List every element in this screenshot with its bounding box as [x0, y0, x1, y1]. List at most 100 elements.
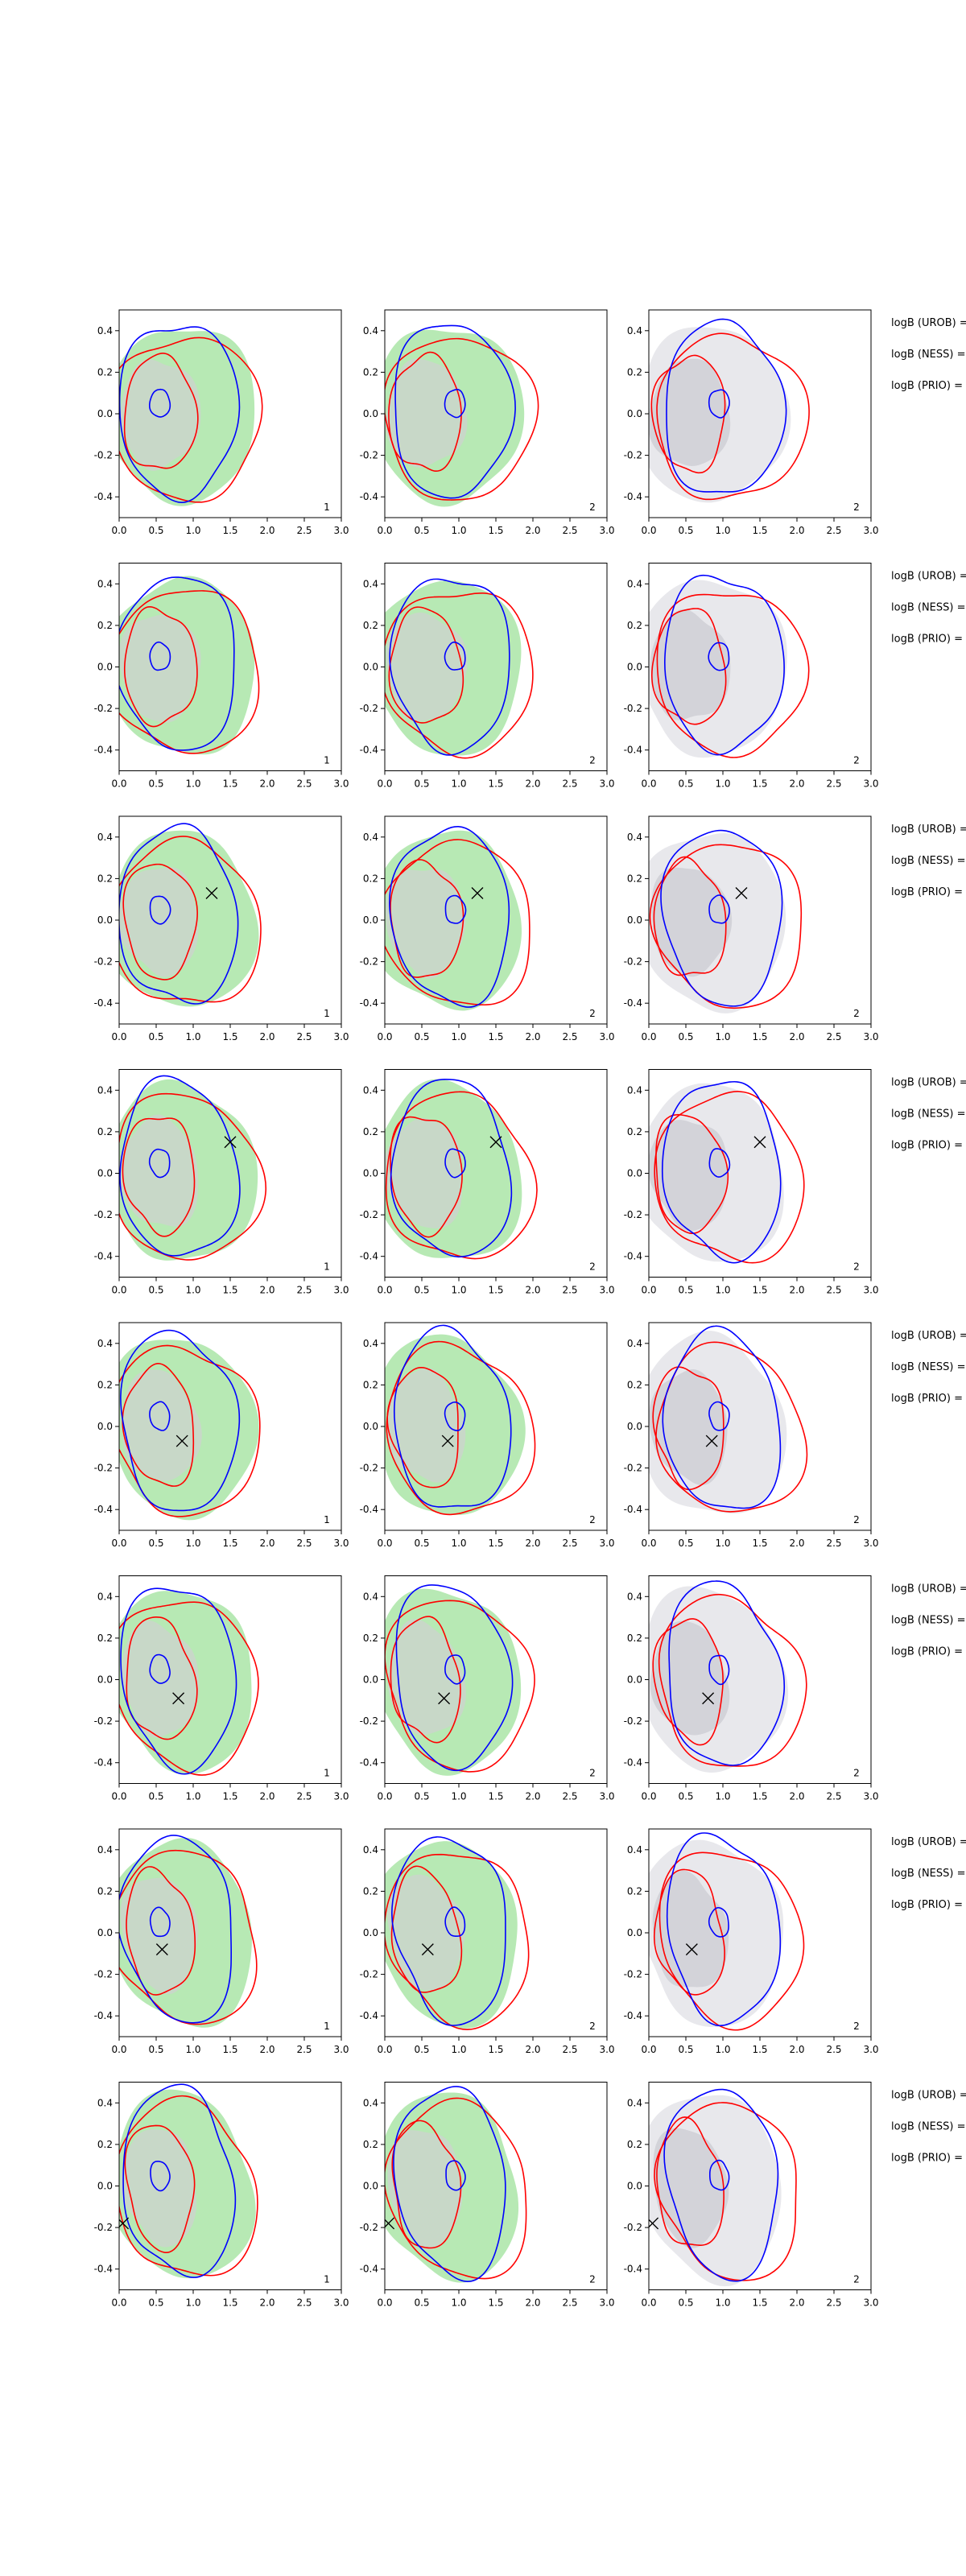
y-tick-label: 0.2	[627, 1633, 642, 1644]
x-tick-label: 3.0	[863, 2297, 878, 2309]
x-tick-label: 2.0	[525, 1791, 540, 1802]
cross-marker	[705, 1435, 718, 1447]
contour-red-outer	[654, 2102, 797, 2281]
panel-tag: 2	[853, 1261, 860, 1273]
x-tick-label: 1.0	[451, 525, 466, 536]
logb-label: logB (UROB) =	[891, 1583, 966, 1596]
y-tick-label: 0.4	[363, 1591, 378, 1602]
y-tick-label: -0.2	[360, 450, 378, 461]
contour-blue-outer	[394, 324, 516, 499]
x-tick-label: 2.5	[562, 778, 577, 790]
density-inner	[651, 867, 733, 977]
x-tick-label: 2.5	[296, 1285, 312, 1296]
x-tick-label: 2.5	[296, 1791, 312, 1802]
y-tick-label: 0.2	[97, 366, 113, 378]
x-tick-label: 1.0	[715, 1538, 730, 1549]
y-tick-label: -0.2	[360, 1463, 378, 1474]
contour-red-inner	[122, 1363, 195, 1487]
x-tick-label: 2.5	[562, 1538, 577, 1549]
y-tick-label: -0.2	[94, 1715, 113, 1727]
y-tick-label: -0.2	[624, 1715, 642, 1727]
x-tick-label: 3.0	[863, 1538, 878, 1549]
y-tick-label: -0.2	[360, 956, 378, 968]
x-tick-label: 1.5	[752, 2297, 767, 2309]
contour-blue-outer	[120, 1329, 241, 1512]
x-tick-label: 3.0	[863, 525, 878, 536]
y-tick-label: 0.4	[363, 1844, 378, 1856]
density-inner	[386, 1368, 466, 1483]
y-tick-label: -0.4	[624, 1504, 642, 1515]
panel: 0.0 0.5 1.0 1.5 2.0 2.5 3.0 -0.4 -0.2 0.0 0.2 0.4 1	[94, 2082, 349, 2309]
y-tick-label: -0.4	[624, 997, 642, 1009]
plot-area	[385, 825, 530, 1011]
x-tick-label: 3.0	[599, 2297, 614, 2309]
logb-label: logB (PRIO) =	[891, 1899, 963, 1911]
contour-blue-outer	[660, 829, 783, 1007]
y-tick-label: 0.0	[97, 914, 113, 926]
contour-blue-outer	[390, 1078, 513, 1258]
panel: 0.0 0.5 1.0 1.5 2.0 2.5 3.0 -0.4 -0.2 0.0 0.2 0.4 2	[624, 1575, 879, 1802]
density-inner	[120, 359, 201, 471]
x-tick-label: 3.0	[863, 778, 878, 790]
panel: 0.0 0.5 1.0 1.5 2.0 2.5 3.0 -0.4 -0.2 0.0 0.2 0.4 2	[360, 1575, 615, 1802]
plot-area	[385, 1836, 530, 2030]
panel: 0.0 0.5 1.0 1.5 2.0 2.5 3.0 -0.4 -0.2 0.0 0.2 0.4 1	[94, 563, 349, 790]
y-tick-label: 0.2	[627, 620, 642, 631]
y-tick-label: 0.0	[363, 1927, 378, 1938]
contour-blue-inner	[708, 2159, 730, 2191]
x-tick-label: 0.0	[641, 2044, 656, 2055]
x-tick-label: 1.0	[451, 1791, 466, 1802]
x-tick-label: 0.0	[377, 1538, 392, 1549]
contour-blue-outer	[122, 2083, 237, 2278]
contour-red-outer	[385, 1853, 530, 2030]
x-tick-label: 2.5	[826, 2297, 841, 2309]
y-tick-label: 0.4	[363, 1084, 378, 1096]
cross-marker	[685, 1943, 698, 1956]
x-tick-label: 0.0	[377, 778, 392, 790]
x-tick-label: 1.0	[185, 778, 200, 790]
x-tick-label: 2.0	[259, 1031, 275, 1042]
contour-blue-inner	[708, 1654, 730, 1686]
contour-blue-outer	[120, 1587, 237, 1775]
logb-label: logB (UROB) =	[891, 317, 966, 329]
y-tick-label: 0.0	[97, 2181, 113, 2192]
logb-label: logB (PRIO) =	[891, 886, 963, 898]
panel: 0.0 0.5 1.0 1.5 2.0 2.5 3.0 -0.4 -0.2 0.0 0.2 0.4 2	[360, 1828, 615, 2055]
figure-row: 0.0 0.5 1.0 1.5 2.0 2.5 3.0-0.4-0.20.00.20.410…	[94, 1322, 966, 1549]
contour-red-outer	[119, 1344, 261, 1517]
plot-area	[649, 318, 810, 503]
x-tick-label: 2.5	[826, 2044, 841, 2055]
x-tick-label: 2.5	[826, 1031, 841, 1042]
cross-marker	[155, 1943, 168, 1956]
x-tick-label: 2.5	[562, 2297, 577, 2309]
plot-area	[649, 1325, 808, 1514]
cross-marker	[649, 2217, 659, 2230]
contour-red-inner	[653, 1868, 725, 1996]
panel: 0.0 0.5 1.0 1.5 2.0 2.5 3.0 -0.4 -0.2 0.0 0.2 0.4 2	[624, 1828, 879, 2055]
x-tick-label: 1.5	[488, 778, 503, 790]
contour-red-outer	[655, 1341, 808, 1513]
y-tick-label: 0.4	[627, 1084, 642, 1096]
x-tick-label: 2.5	[562, 1031, 577, 1042]
panel-tag: 2	[853, 2274, 860, 2285]
density-inner	[122, 1369, 202, 1481]
y-tick-label: 0.0	[97, 1927, 113, 1938]
x-tick-label: 2.5	[826, 525, 841, 536]
contour-blue-outer	[389, 825, 510, 1008]
y-tick-label: -0.4	[94, 1757, 113, 1769]
x-tick-label: 2.0	[259, 1791, 275, 1802]
x-tick-label: 0.5	[148, 2297, 163, 2309]
plot-area	[649, 1080, 805, 1264]
x-tick-label: 2.5	[296, 2297, 312, 2309]
density-inner	[122, 1620, 200, 1738]
panel: 0.0 0.5 1.0 1.5 2.0 2.5 3.0 -0.4 -0.2 0.0 0.2 0.4 1	[94, 1575, 349, 1802]
contour-blue-inner	[444, 1654, 466, 1685]
contour-blue-outer	[389, 578, 510, 756]
contour-red-outer	[119, 1601, 259, 1776]
y-tick-label: 0.0	[363, 662, 378, 673]
x-tick-label: 2.5	[296, 1538, 312, 1549]
logb-label: logB (NESS) =	[891, 855, 965, 867]
x-tick-label: 3.0	[863, 2044, 878, 2055]
x-tick-label: 1.0	[185, 2044, 200, 2055]
